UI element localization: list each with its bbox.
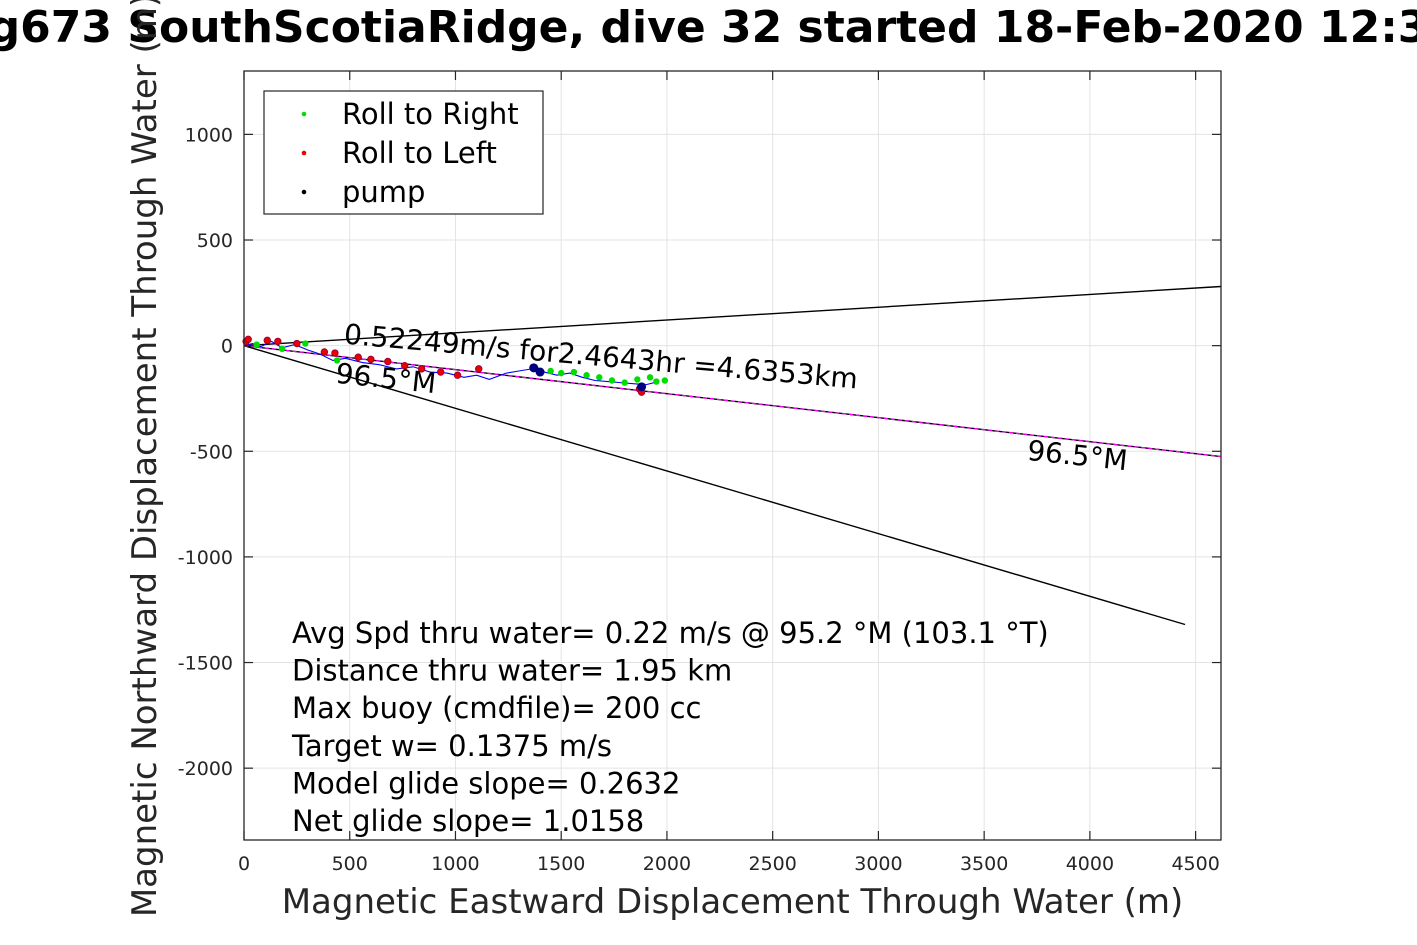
legend-marker: [301, 150, 307, 156]
legend-label: Roll to Left: [342, 136, 497, 170]
point-roll-to-left: [293, 339, 301, 348]
legend-marker: [301, 189, 307, 195]
point-roll-to-left: [417, 365, 426, 373]
point-pump: [637, 382, 647, 392]
x-tick-label: 4500: [1171, 853, 1219, 875]
y-tick-label: -500: [190, 441, 233, 463]
x-tick-label: 2000: [643, 853, 691, 875]
y-tick-label: 1000: [185, 124, 233, 146]
point-roll-to-right: [278, 345, 286, 353]
stats-block: Avg Spd thru water= 0.22 m/s @ 95.2 °M (…: [291, 616, 1049, 838]
x-axis-label: Magnetic Eastward Displacement Through W…: [282, 882, 1184, 922]
guide-line: [243, 285, 1222, 347]
point-roll-to-left: [244, 335, 252, 344]
x-tick-label: 3500: [960, 853, 1008, 875]
point-roll-to-left: [263, 336, 271, 345]
x-tick-label: 4000: [1066, 853, 1114, 875]
point-roll-to-left: [331, 349, 339, 357]
stat-line: Net glide slope= 1.0158: [292, 804, 644, 838]
x-tick-label: 2500: [748, 853, 796, 875]
point-roll-to-left: [475, 365, 483, 373]
point-roll-to-left: [354, 353, 362, 361]
guide-line: [243, 344, 1186, 626]
y-tick-label: -2000: [178, 758, 233, 780]
point-roll-to-right: [333, 357, 341, 364]
y-tick-label: -1000: [178, 547, 233, 569]
point-roll-to-right: [653, 378, 660, 385]
y-tick-label: -1500: [178, 653, 233, 675]
point-roll-to-right: [646, 374, 654, 381]
point-pump: [535, 367, 545, 377]
x-tick-label: 0: [238, 853, 250, 875]
x-tick-label: 1000: [431, 853, 479, 875]
x-tick-label: 1500: [537, 853, 585, 875]
point-roll-to-left: [274, 337, 282, 346]
point-roll-to-right: [608, 377, 616, 384]
point-pump: [529, 363, 539, 373]
point-roll-to-right: [558, 369, 565, 377]
point-roll-to-right: [621, 379, 628, 386]
point-roll-to-left: [384, 357, 392, 366]
x-tick-label: 3000: [854, 853, 902, 875]
stat-line: Target w= 0.1375 m/s: [291, 729, 612, 763]
point-roll-to-left: [436, 368, 445, 376]
stat-line: Max buoy (cmdfile)= 200 cc: [292, 691, 701, 725]
x-tick-label: 500: [332, 853, 368, 875]
axes-frame: [243, 70, 1222, 841]
data-points: [242, 335, 669, 396]
point-roll-to-right: [583, 372, 590, 379]
point-roll-to-right: [634, 376, 641, 383]
stat-line: Model glide slope= 0.2632: [292, 766, 680, 800]
tick-labels: 0 500 1000 1500 2000 2500 3000 3500 4000 4500 1000…: [178, 124, 1220, 875]
legend-label: Roll to Right: [342, 97, 519, 131]
point-roll-to-right: [661, 377, 669, 384]
y-tick-label: 0: [221, 336, 233, 358]
point-roll-to-right: [302, 340, 309, 347]
point-roll-to-left: [320, 348, 329, 356]
stat-line: Avg Spd thru water= 0.22 m/s @ 95.2 °M (…: [292, 616, 1049, 650]
y-tick-label: 500: [197, 230, 233, 252]
point-roll-to-left: [453, 371, 462, 379]
legend-box: [263, 90, 544, 215]
y-axis-label: Magnetic Northward Displacement Through …: [125, 0, 165, 917]
legend: Roll to Right Roll to Left pump: [263, 90, 544, 215]
legend-marker: [301, 111, 307, 117]
axes-box: [243, 70, 1222, 841]
point-roll-to-right: [547, 367, 554, 375]
legend-label: pump: [342, 175, 425, 209]
point-roll-to-left: [367, 355, 375, 364]
point-roll-to-left: [401, 362, 409, 370]
point-roll-to-right: [253, 341, 260, 348]
point-roll-to-right: [596, 374, 603, 381]
stat-line: Distance thru water= 1.95 km: [292, 654, 732, 688]
chart-title: Sg673 SouthScotiaRidge, dive 32 started …: [0, 2, 1417, 53]
point-roll-to-right: [570, 368, 578, 376]
